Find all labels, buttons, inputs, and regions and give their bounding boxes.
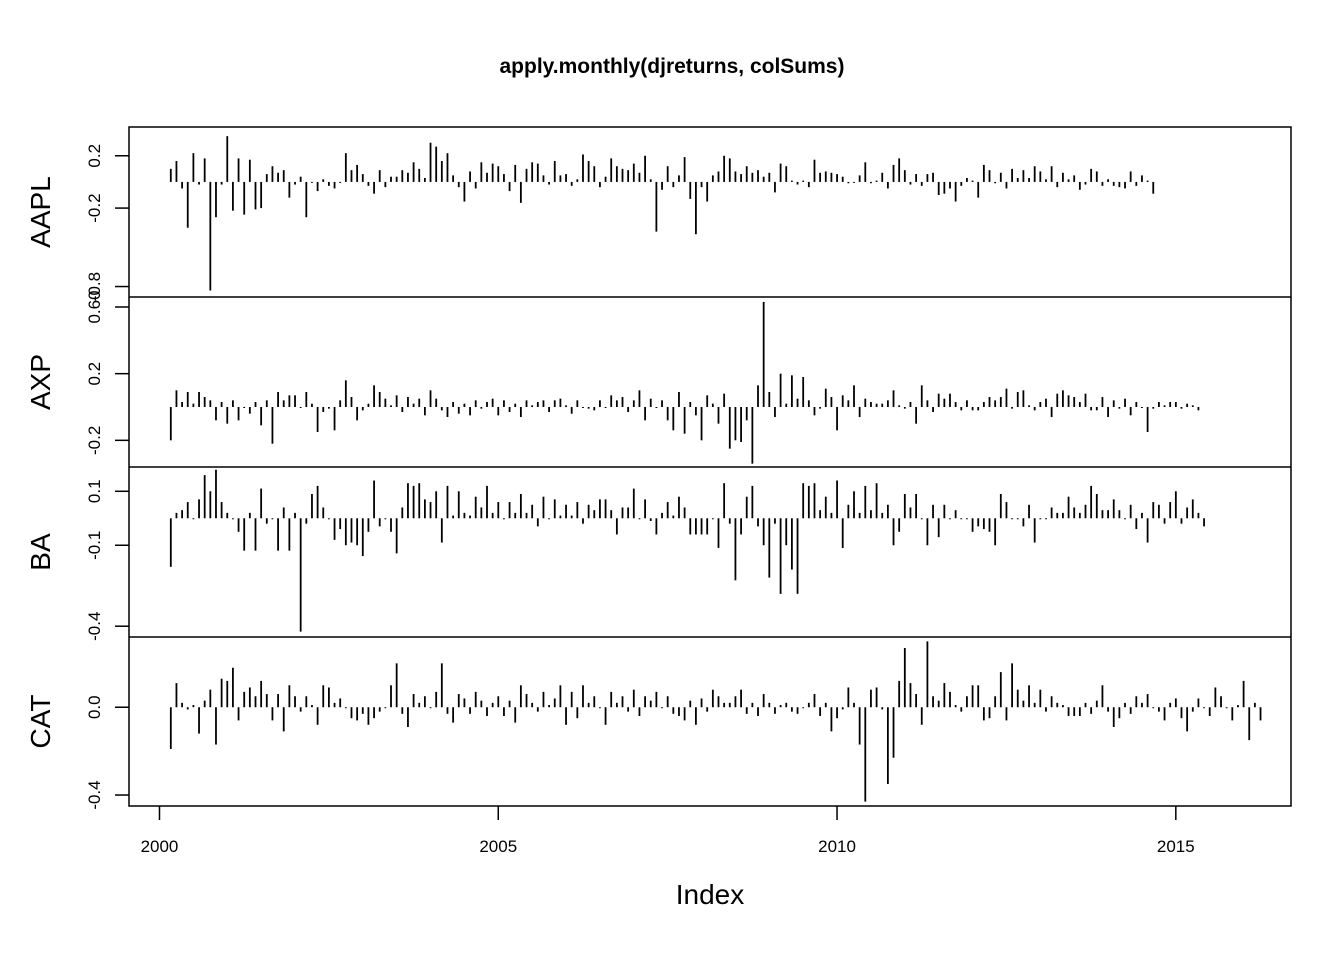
- y-tick-label: -0.2: [85, 426, 104, 455]
- y-tick-label: 0.60: [85, 290, 104, 323]
- panel-label: BA: [25, 533, 56, 571]
- y-tick-label: 0.2: [85, 144, 104, 168]
- y-tick-label: -0.4: [85, 612, 104, 641]
- panel-aapl: AAPL 0.2 -0.2 -0.8: [25, 136, 1155, 301]
- panels: AAPL 0.2 -0.2 -0.8 AXP 0.60 0.2 -0.2 BA 0.1 -0.1 -0…: [25, 126, 1292, 810]
- y-tick-label: 0.0: [85, 695, 104, 719]
- x-axis: 2000 2005 2010 2015: [141, 806, 1195, 856]
- x-tick-label: 2010: [818, 837, 856, 856]
- panel-ba: BA 0.1 -0.1 -0.4: [25, 466, 1291, 641]
- panel-axp: AXP 0.60 0.2 -0.2: [25, 290, 1291, 464]
- panel-label: AXP: [25, 354, 56, 410]
- panel-label: AAPL: [25, 176, 56, 248]
- y-tick-label: 0.1: [85, 479, 104, 503]
- y-tick-label: -0.2: [85, 193, 104, 222]
- y-tick-label: -0.1: [85, 531, 104, 560]
- panel-cat: CAT 0.0 -0.4: [25, 636, 1291, 810]
- x-tick-label: 2015: [1157, 837, 1195, 856]
- y-tick-label: 0.2: [85, 362, 104, 386]
- x-tick-label: 2005: [479, 837, 517, 856]
- x-tick-label: 2000: [141, 837, 179, 856]
- chart-title: apply.monthly(djreturns, colSums): [500, 55, 845, 78]
- x-axis-label: Index: [676, 879, 745, 910]
- panel-label: CAT: [25, 695, 56, 749]
- y-tick-label: -0.8: [85, 272, 104, 301]
- y-tick-label: -0.4: [85, 780, 104, 809]
